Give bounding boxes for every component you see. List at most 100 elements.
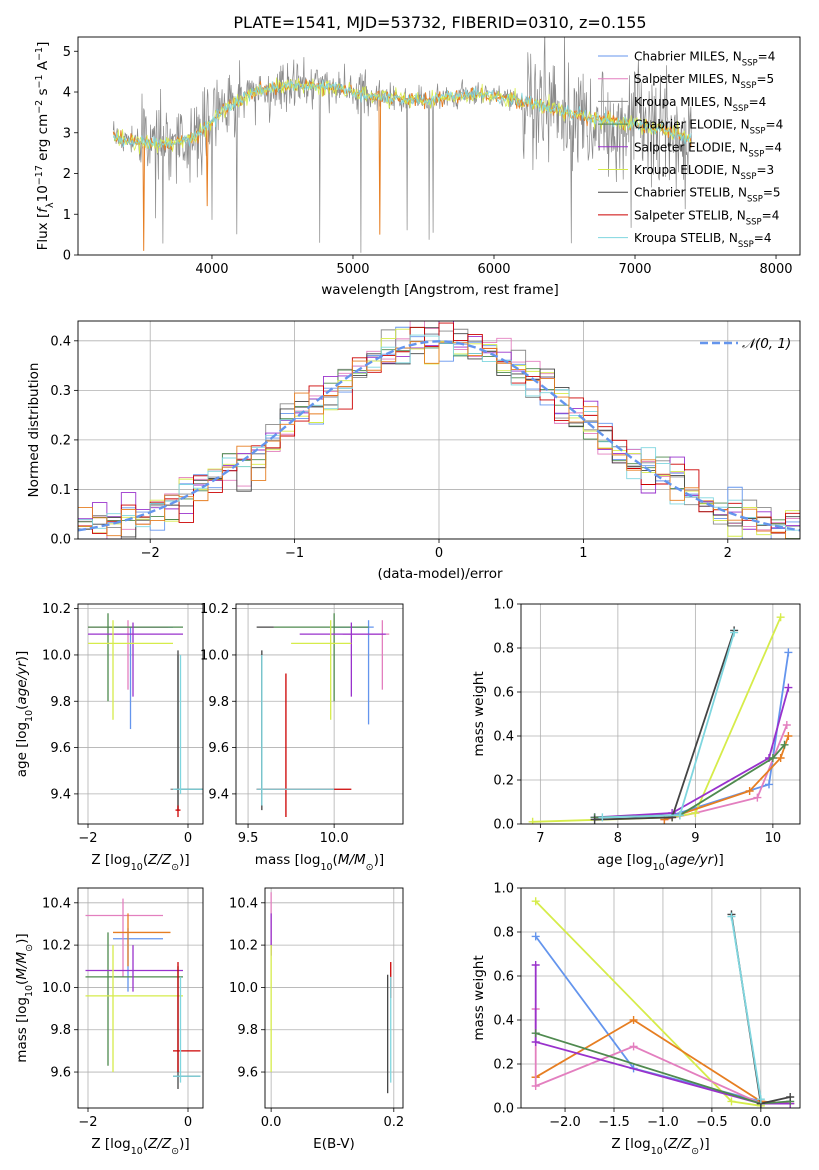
y-tick-label: 0.3 (50, 384, 71, 399)
axes-frame (520, 887, 801, 1109)
y-tick-label: 0.0 (493, 1102, 514, 1117)
y-tick-label: 10.0 (42, 648, 71, 663)
label-part: ( (14, 705, 30, 710)
label-part: 10 (131, 1146, 143, 1157)
errorbar-point (88, 613, 183, 702)
legend-label: Chabrier MILES, NSSP=4 (634, 50, 775, 69)
model-spectrum-line (112, 79, 692, 149)
point-marker (782, 721, 791, 729)
label-part: Kroupa MILES, N (634, 95, 733, 109)
point-marker (730, 628, 739, 637)
y-tick-label: 0.6 (493, 970, 514, 985)
model-spectrum-line (112, 79, 692, 251)
y-tick-label: 9.6 (50, 741, 71, 756)
x-tick-label: 10.0 (320, 831, 349, 846)
label-part: Flux [ (35, 213, 51, 251)
label-part: SSP (750, 127, 766, 137)
weight-series (727, 912, 765, 1104)
point-marker (745, 787, 754, 795)
label-part: 10 (320, 862, 332, 873)
y-tick-label: 10.4 (42, 896, 71, 911)
axes-frame (264, 887, 404, 1109)
point-marker (727, 1097, 736, 1106)
errorbar-point (113, 913, 171, 967)
label-part: 10 (24, 710, 35, 722)
series-line (730, 916, 762, 1100)
y-axis-label: mass [log10(M/M⊙)] (14, 933, 35, 1062)
x-tick-label: 10 (765, 831, 782, 846)
label-part: =5 (763, 186, 781, 200)
label-part: s (35, 88, 51, 99)
label-part: 10 (35, 185, 51, 202)
legend-label: Kroupa MILES, NSSP=4 (634, 95, 766, 114)
y-tick-label: 0.6 (493, 686, 514, 701)
point-marker (776, 613, 785, 622)
x-axis-label: wavelength [Angstrom, rest frame] (321, 282, 559, 298)
point-marker (531, 1082, 540, 1090)
label-part: )] (699, 1136, 710, 1152)
x-tick-label: 1 (579, 546, 587, 561)
label-part: =4 (758, 50, 776, 64)
label-part: ⊙ (691, 1146, 699, 1157)
y-tick-label: 0.8 (493, 642, 514, 657)
x-tick-label: 4000 (195, 262, 228, 277)
y-tick-label: 0.1 (50, 483, 71, 498)
y-tick-label: 9.4 (50, 787, 71, 802)
y-tick-label: 10.0 (229, 981, 258, 996)
label-part: f (35, 206, 51, 213)
point-marker (531, 1038, 540, 1046)
legend-label: Salpeter STELIB, NSSP=4 (634, 208, 779, 227)
point-marker (756, 1095, 765, 1104)
point-marker (727, 912, 736, 921)
label-part: log (300, 852, 321, 868)
y-tick-label: 9.6 (237, 1066, 258, 1081)
label-part: Z/Z (667, 1136, 692, 1152)
errorbar-point (175, 805, 181, 818)
label-part: age/yr (670, 852, 715, 868)
weight-series (598, 628, 739, 822)
x-tick-label: 7000 (618, 262, 651, 277)
label-part: Z/Z (147, 852, 172, 868)
label-part: ( (143, 1136, 148, 1152)
label-part: age/yr (14, 660, 30, 705)
point-marker (691, 809, 700, 817)
plot-area (236, 604, 403, 824)
axes-frame (235, 603, 404, 825)
label-part: SSP (742, 59, 758, 69)
label-part: Chabrier MILES, N (634, 50, 742, 64)
point-marker (768, 754, 777, 762)
x-tick-label: −2 (78, 831, 97, 846)
y-tick-label: 9.8 (50, 695, 71, 710)
histogram-series (78, 341, 800, 539)
label-part: Salpeter STELIB, N (634, 208, 746, 222)
x-tick-label: 7 (536, 831, 544, 846)
point-marker (675, 811, 684, 820)
point-marker (629, 1042, 638, 1051)
point-marker (784, 732, 793, 740)
spectrum-data-line (112, 37, 692, 253)
x-tick-label: 0.0 (261, 1115, 282, 1130)
panel-age-vs-Z: −2 09.49.69.810.010.2Z [log10(Z/Z⊙)]age [… (14, 602, 204, 873)
label-part: =4 (766, 118, 784, 132)
label-part: 10 (24, 985, 35, 997)
label-part: M/M (338, 852, 366, 868)
y-axis-label: Flux [fλ10−17 erg cm−2 s−1 A−1] (34, 42, 56, 251)
label-part: −2 (34, 100, 45, 114)
label-part: Salpeter MILES, N (634, 72, 741, 86)
point-marker (765, 780, 773, 789)
histogram-series (78, 334, 800, 531)
y-tick-label: 0.0 (493, 818, 514, 833)
label-part: log (110, 1136, 131, 1152)
x-tick-label: 0.2 (383, 1115, 404, 1130)
errorbar-point (334, 620, 374, 725)
y-axis-label: mass weight (471, 955, 487, 1040)
label-part: age [ (14, 743, 30, 778)
label-part: log (110, 852, 131, 868)
label-part: ( (333, 852, 338, 868)
label-part: −1 (34, 74, 45, 88)
x-axis-label: Z [log10(Z/Z⊙)] (91, 852, 189, 873)
x-axis-label: Z [log10(Z/Z⊙)] (91, 1136, 189, 1157)
label-part: =4 (764, 140, 782, 154)
legend-label: Salpeter ELODIE, NSSP=4 (634, 140, 782, 159)
